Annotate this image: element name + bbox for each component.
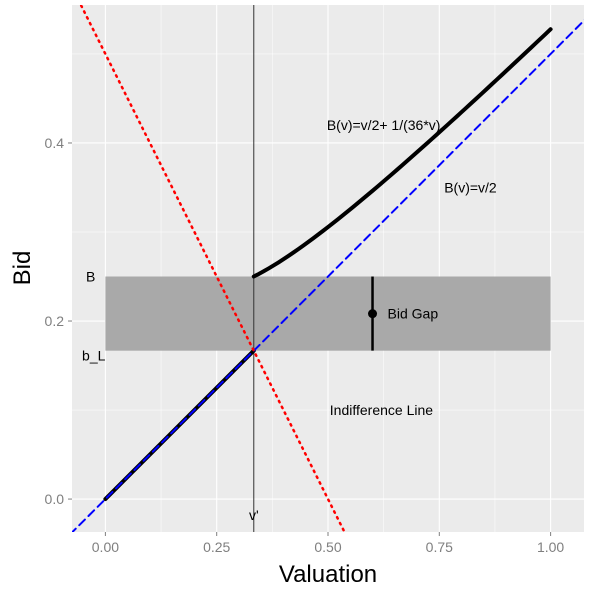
annotations: B(v)=v/2+ 1/(36*v) B(v)=v/2 Indifference L… [82, 117, 497, 523]
y-tick-label: 0.0 [45, 491, 65, 507]
x-tick-label: 0.75 [426, 539, 453, 555]
axes: 0.00 0.25 0.50 0.75 1.00 0.0 0.2 0.4 [45, 135, 565, 555]
equilibrium-bid-high-line [251, 27, 553, 279]
annotation-label: B(v)=v/2+ 1/(36*v) [327, 117, 441, 133]
indifference-line-line [79, 5, 346, 532]
vline-label: v' [249, 507, 259, 523]
bid-band [105, 276, 551, 351]
band-top-label: B [86, 269, 95, 285]
x-tick-label: 0.50 [314, 539, 341, 555]
y-tick-label: 0.4 [45, 135, 65, 151]
x-tick-label: 0.00 [92, 539, 119, 555]
bid-gap-label: Bid Gap [388, 306, 439, 322]
x-axis-title: Valuation [279, 561, 377, 588]
y-axis-title: Bid [9, 251, 36, 286]
annotation-label: Indifference Line [330, 402, 433, 418]
band-bottom-label: b_L [82, 348, 106, 364]
linear-bid-line [72, 19, 584, 532]
x-tick-label: 1.00 [537, 539, 564, 555]
x-tick-label: 0.25 [203, 539, 230, 555]
y-tick-label: 0.2 [45, 313, 65, 329]
annotation-label: B(v)=v/2 [444, 179, 497, 195]
bid-gap-point [368, 309, 378, 319]
plot-area [72, 5, 584, 532]
